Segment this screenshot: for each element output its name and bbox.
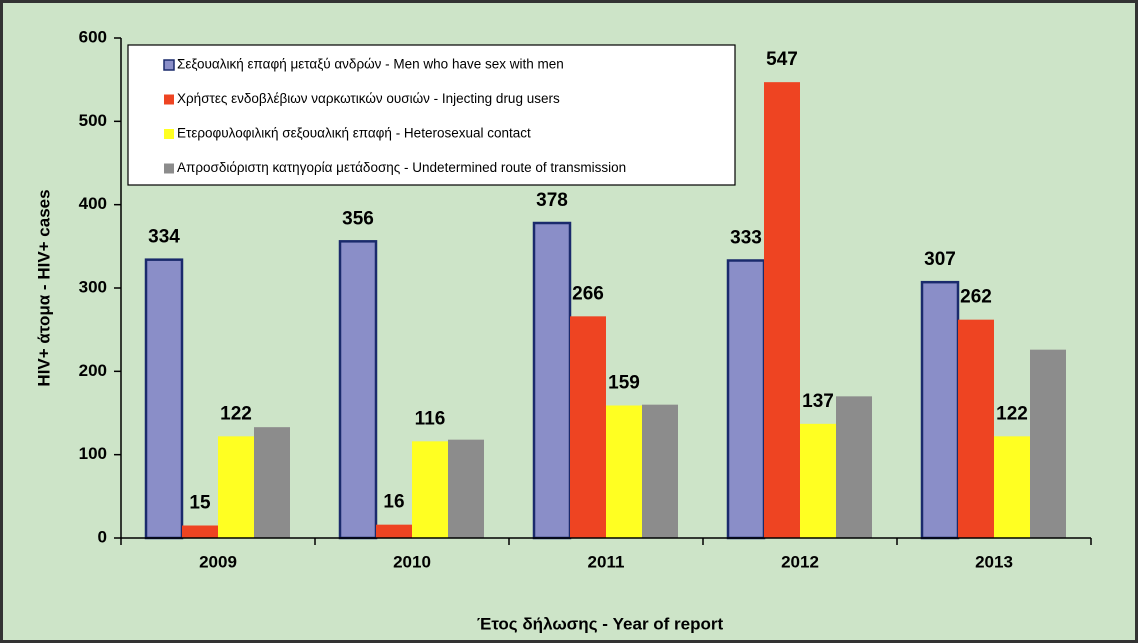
bar: [606, 405, 642, 538]
bar: [448, 439, 484, 538]
y-tick-label: 600: [79, 27, 107, 46]
y-tick-label: 400: [79, 194, 107, 213]
data-label: 334: [148, 227, 180, 248]
x-tick-label: 2013: [975, 552, 1013, 571]
data-label: 137: [802, 391, 834, 412]
bar: [958, 319, 994, 538]
y-tick-label: 200: [79, 361, 107, 380]
legend-box: [127, 44, 736, 186]
y-tick-label: 0: [98, 527, 107, 546]
x-tick-label: 2010: [393, 552, 431, 571]
bar: [570, 316, 606, 538]
data-label: 16: [383, 492, 404, 513]
bar: [376, 524, 412, 538]
bar: [920, 280, 960, 540]
bar: [532, 221, 572, 540]
data-label: 122: [220, 403, 252, 424]
x-tick-label: 2012: [781, 552, 819, 571]
bar: [254, 427, 290, 538]
x-tick-label: 2009: [199, 552, 237, 571]
legend-label: Απροσδιόριστη κατηγορία μετάδοσης - Unde…: [177, 160, 626, 175]
legend-label: Σεξουαλική επαφή μεταξύ ανδρών - Men who…: [177, 57, 564, 72]
bar: [836, 396, 872, 538]
legend-swatch: [163, 59, 175, 71]
bar: [218, 436, 254, 538]
data-label: 15: [189, 493, 211, 514]
bar: [726, 259, 766, 540]
bar: [800, 423, 836, 538]
bar: [642, 404, 678, 538]
data-label: 266: [572, 283, 604, 304]
x-tick-label: 2011: [588, 552, 625, 571]
data-label: 307: [924, 249, 956, 270]
data-label: 333: [730, 228, 762, 249]
data-label: 116: [415, 408, 446, 429]
bar: [764, 82, 800, 539]
bar: [338, 240, 378, 540]
legend-swatch: [164, 129, 174, 139]
bar: [412, 441, 448, 538]
y-tick-label: 300: [79, 277, 107, 296]
data-label: 378: [536, 190, 568, 211]
legend-swatch: [164, 163, 174, 174]
data-label: 122: [996, 403, 1028, 424]
legend-swatch: [164, 94, 174, 105]
x-axis-title: Έτος δήλωσης - Year of report: [477, 614, 724, 633]
data-label: 262: [960, 287, 992, 308]
data-label: 547: [766, 49, 798, 70]
y-tick-label: 500: [79, 111, 107, 130]
y-axis-title: HIV+ άτομα - HIV+ cases: [34, 189, 53, 386]
bar: [182, 525, 218, 538]
data-label: 159: [608, 373, 640, 394]
legend-label: Χρήστες ενδοβλέβιων ναρκωτικών ουσιών - …: [177, 91, 560, 106]
legend-label: Ετεροφυλοφιλική σεξουαλική επαφή - Heter…: [177, 126, 531, 141]
y-tick-label: 100: [79, 444, 107, 463]
data-label: 356: [342, 208, 374, 229]
bar: [1030, 349, 1066, 538]
bar: [994, 436, 1030, 538]
bar: [144, 258, 184, 540]
